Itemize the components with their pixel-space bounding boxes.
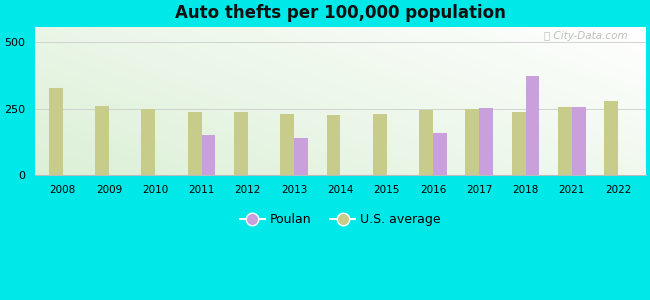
Bar (95, 106, 109, 175)
Bar (188, 112, 202, 175)
Bar (373, 113, 387, 175)
Legend: Poulan, U.S. average: Poulan, U.S. average (235, 208, 446, 231)
Bar (479, 108, 493, 175)
Bar (572, 106, 586, 175)
Bar (142, 109, 155, 175)
Bar (326, 116, 341, 175)
Bar (234, 112, 248, 175)
Bar (49, 88, 63, 175)
Title: Auto thefts per 100,000 population: Auto thefts per 100,000 population (175, 4, 506, 22)
Bar (294, 138, 308, 175)
Bar (465, 109, 479, 175)
Bar (558, 106, 572, 175)
Bar (525, 76, 540, 175)
Bar (433, 133, 447, 175)
Bar (280, 113, 294, 175)
Bar (202, 135, 216, 175)
Bar (604, 101, 618, 175)
Bar (419, 110, 433, 175)
Text: Ⓣ City-Data.com: Ⓣ City-Data.com (544, 31, 627, 41)
Bar (512, 112, 525, 175)
